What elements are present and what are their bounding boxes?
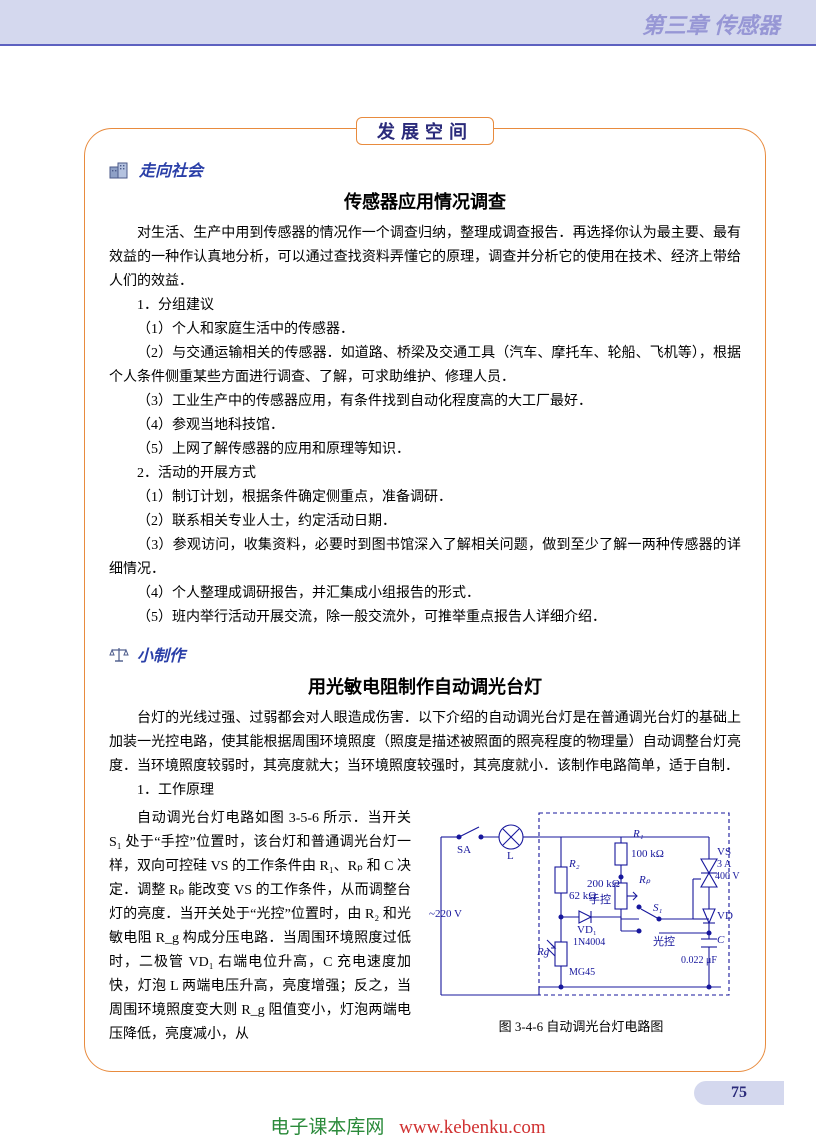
lbl-R2: R₂	[568, 858, 580, 870]
header-bar: 第三章 传感器	[0, 0, 816, 44]
footer-watermark: 电子课本库网 www.kebenku.com	[270, 1112, 545, 1139]
lbl-VSv2: 400 V	[715, 871, 740, 882]
circuit-diagram: SA L ~220 V R₁ 100 kΩ Rₚ 200 kΩ R₂ 62 kΩ…	[421, 807, 741, 1035]
lbl-Cv: 0.022 μF	[681, 955, 717, 966]
chapter-title: 第三章 传感器	[642, 8, 780, 40]
list-item: （5）上网了解传感器的应用和原理等知识．	[109, 438, 741, 462]
list-item: （5）班内举行活动开展交流，除一般交流外，可推举重点报告人详细介绍．	[109, 606, 741, 630]
box-title: 发展空间	[373, 120, 477, 144]
lbl-R1: R₁	[632, 828, 644, 840]
box-title-wrap: 发展空间	[356, 117, 494, 145]
content-box: 发展空间 走向社会 传感器应用情况调查 对生活、生产中用到传感器的情况作一个调查…	[84, 128, 766, 1072]
watermark-site-name: 电子课本库网	[270, 1117, 384, 1138]
lbl-VD: VD	[717, 910, 733, 922]
scale-icon	[109, 646, 129, 669]
lbl-Rg: Rg	[536, 946, 550, 958]
section2-para: 自动调光台灯电路如图 3-5-6 所示．当开关 S₁ 处于“手控”位置时，该台灯…	[109, 807, 411, 1047]
lbl-VSv1: 3 A	[717, 859, 732, 870]
list-item: （1）个人和家庭生活中的传感器．	[109, 318, 741, 342]
lbl-VD1v: 1N4004	[573, 937, 605, 948]
section2-title: 用光敏电阻制作自动调光台灯	[109, 673, 741, 699]
list-item: （4）个人整理成调研报告，并汇集成小组报告的形式．	[109, 582, 741, 606]
lbl-VD1: VD₁	[577, 924, 597, 936]
section2-h1: 1．工作原理	[109, 779, 741, 803]
lbl-S1: S₁	[653, 902, 663, 914]
two-column: 自动调光台灯电路如图 3-5-6 所示．当开关 S₁ 处于“手控”位置时，该台灯…	[109, 807, 741, 1047]
circuit-caption: 图 3-4-6 自动调光台灯电路图	[421, 1016, 741, 1035]
list-item: （4）参观当地科技馆．	[109, 414, 741, 438]
lbl-Rpv: 200 kΩ	[587, 878, 620, 890]
section-society: 走向社会 传感器应用情况调查 对生活、生产中用到传感器的情况作一个调查归纳，整理…	[109, 157, 741, 630]
lbl-SA: SA	[457, 844, 471, 856]
lbl-R1v: 100 kΩ	[631, 848, 664, 860]
section1-h2: 2．活动的开展方式	[109, 462, 741, 486]
section1-h1: 1．分组建议	[109, 294, 741, 318]
section-make-label: 小制作	[137, 648, 185, 665]
section1-intro: 对生活、生产中用到传感器的情况作一个调查归纳，整理成调查报告．再选择你认为最主要…	[109, 222, 741, 294]
page-number: 75	[694, 1081, 784, 1105]
list-item: （3）工业生产中的传感器应用，有条件找到自动化程度高的大工厂最好．	[109, 390, 741, 414]
lbl-Rgv: MG45	[569, 967, 595, 978]
list-item: （2）联系相关专业人士，约定活动日期．	[109, 510, 741, 534]
section-society-label: 走向社会	[139, 163, 203, 180]
building-icon	[109, 161, 131, 184]
list-item: （3）参观访问，收集资料，必要时到图书馆深入了解相关问题，做到至少了解一两种传感…	[109, 534, 741, 582]
lbl-light: 光控	[653, 934, 675, 948]
list-item: （1）制订计划，根据条件确定侧重点，准备调研．	[109, 486, 741, 510]
lbl-srcV: ~220 V	[429, 908, 462, 920]
lbl-VS: VS	[717, 846, 731, 858]
watermark-url: www.kebenku.com	[399, 1117, 546, 1138]
lbl-Rp: Rₚ	[638, 874, 651, 886]
section2-para-col: 自动调光台灯电路如图 3-5-6 所示．当开关 S₁ 处于“手控”位置时，该台灯…	[109, 807, 411, 1047]
circuit-col: SA L ~220 V R₁ 100 kΩ Rₚ 200 kΩ R₂ 62 kΩ…	[421, 807, 741, 1047]
lbl-L: L	[507, 850, 514, 862]
section-make: 小制作 用光敏电阻制作自动调光台灯 台灯的光线过强、过弱都会对人眼造成伤害．以下…	[109, 642, 741, 1047]
section1-title: 传感器应用情况调查	[109, 188, 741, 214]
lbl-C: C	[717, 934, 725, 946]
lbl-manual: 手控	[589, 892, 611, 906]
chapter-underline	[0, 44, 816, 46]
section2-intro: 台灯的光线过强、过弱都会对人眼造成伤害．以下介绍的自动调光台灯是在普通调光台灯的…	[109, 707, 741, 779]
list-item: （2）与交通运输相关的传感器．如道路、桥梁及交通工具（汽车、摩托车、轮船、飞机等…	[109, 342, 741, 390]
